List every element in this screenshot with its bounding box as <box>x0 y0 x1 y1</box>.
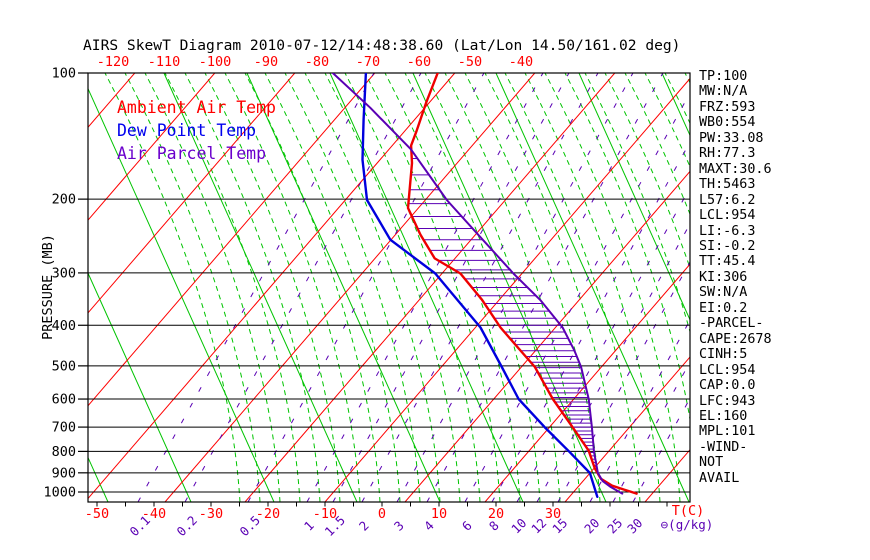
stats-line: CAP:0.0 <box>699 378 756 394</box>
stats-line: LCL:954 <box>699 208 756 224</box>
svg-text:20: 20 <box>488 506 504 522</box>
svg-text:10: 10 <box>431 506 447 522</box>
svg-text:-20: -20 <box>256 506 280 522</box>
svg-text:-80: -80 <box>305 54 329 70</box>
svg-text:600: 600 <box>52 392 76 408</box>
stats-panel: TP:100 MW:N/A FRZ:593 WB0:554 PW:33.08 RH:77.… <box>699 69 772 486</box>
stats-line: PW:33.08 <box>699 130 764 146</box>
stats-line: SW:N/A <box>699 285 748 301</box>
svg-text:-100: -100 <box>199 54 232 70</box>
chart-title: AIRS SkewT Diagram 2010-07-12/14:48:38.6… <box>83 37 681 54</box>
stats-line: MPL:101 <box>699 424 756 440</box>
stats-line: SI:-0.2 <box>699 238 756 254</box>
dry-adiabats <box>88 73 690 502</box>
svg-text:-70: -70 <box>356 54 380 70</box>
stats-line: FRZ:593 <box>699 99 756 115</box>
legend: Ambient Air Temp Dew Point Temp Air Parc… <box>117 96 276 165</box>
stats-line: RH:77.3 <box>699 146 756 162</box>
stats-line: AVAIL <box>699 470 740 486</box>
svg-text:-50: -50 <box>85 506 109 522</box>
svg-text:6: 6 <box>459 518 475 534</box>
stats-line: CAPE:2678 <box>699 331 772 347</box>
svg-text:30: 30 <box>624 515 645 536</box>
stats-line: WB0:554 <box>699 115 756 131</box>
stats-line: EL:160 <box>699 408 748 424</box>
svg-text:2: 2 <box>356 518 372 534</box>
stats-line: LI:-6.3 <box>699 223 756 239</box>
svg-text:T(C): T(C) <box>672 503 705 519</box>
pressure-axis-labels: 100 200 300 400 500 600 700 800 900 1000 <box>43 66 76 501</box>
svg-text:-30: -30 <box>199 506 223 522</box>
stats-line: EI:0.2 <box>699 300 748 316</box>
stats-line: MW:N/A <box>699 84 748 100</box>
stats-line: -WIND- <box>699 439 748 455</box>
stats-line: -PARCEL- <box>699 316 764 332</box>
svg-text:700: 700 <box>52 420 76 436</box>
svg-text:10: 10 <box>508 515 529 536</box>
svg-text:-50: -50 <box>458 54 482 70</box>
svg-text:300: 300 <box>52 265 76 281</box>
legend-dew-point-temp: Dew Point Temp <box>117 121 257 140</box>
stats-line: TH:5463 <box>699 177 756 193</box>
svg-text:30: 30 <box>545 506 561 522</box>
svg-text:PRESSURE (MB): PRESSURE (MB) <box>40 234 56 340</box>
pressure-axis-title: PRESSURE (MB) <box>40 234 56 340</box>
svg-text:-90: -90 <box>254 54 278 70</box>
stats-line: TT:45.4 <box>699 254 756 270</box>
dewpoint-curve <box>361 73 599 498</box>
svg-text:0: 0 <box>378 506 386 522</box>
temp-axis-bottom-labels: -50 -40 -30 -20 -10 0 10 20 30 T(C) <box>85 503 704 522</box>
stats-line: LCL:954 <box>699 362 756 378</box>
svg-text:100: 100 <box>52 66 76 82</box>
svg-text:3: 3 <box>391 518 407 534</box>
svg-text:900: 900 <box>52 465 76 481</box>
svg-text:500: 500 <box>52 358 76 374</box>
stats-line: MAXT:30.6 <box>699 161 772 177</box>
svg-text:-60: -60 <box>407 54 431 70</box>
stats-line: NOT <box>699 455 724 471</box>
svg-text:⊖(g/kg): ⊖(g/kg) <box>661 517 714 532</box>
svg-text:1000: 1000 <box>43 485 76 501</box>
stats-line: CINH:5 <box>699 347 748 363</box>
svg-text:200: 200 <box>52 192 76 208</box>
stats-line: LFC:943 <box>699 393 756 409</box>
svg-text:-40: -40 <box>142 506 166 522</box>
stats-line: TP:100 <box>699 69 748 84</box>
svg-text:-110: -110 <box>148 54 181 70</box>
axis-ticks <box>78 72 668 507</box>
svg-text:400: 400 <box>52 318 76 334</box>
legend-ambient-air-temp: Ambient Air Temp <box>117 98 276 117</box>
svg-text:20: 20 <box>581 515 602 536</box>
isotherm-grid <box>88 73 690 502</box>
svg-text:800: 800 <box>52 444 76 460</box>
parcel-curve <box>331 73 624 495</box>
stats-line: KI:306 <box>699 269 748 285</box>
svg-text:25: 25 <box>604 515 625 536</box>
svg-text:-120: -120 <box>97 54 130 70</box>
cape-hatch <box>408 158 598 470</box>
svg-text:0.2: 0.2 <box>174 513 201 540</box>
temp-axis-top-labels: -120 -110 -100 -90 -80 -70 -60 -50 -40 <box>97 54 533 70</box>
legend-air-parcel-temp: Air Parcel Temp <box>117 144 267 163</box>
stats-line: L57:6.2 <box>699 192 756 208</box>
svg-text:-10: -10 <box>313 506 337 522</box>
svg-text:-40: -40 <box>509 54 533 70</box>
